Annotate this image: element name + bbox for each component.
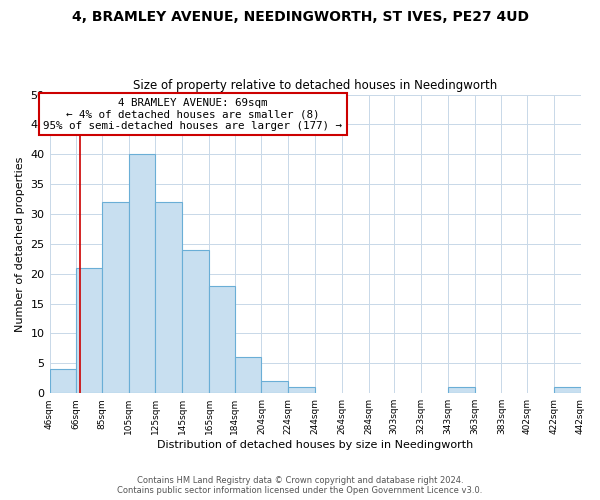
Bar bbox=[76, 268, 102, 393]
Text: 4, BRAMLEY AVENUE, NEEDINGWORTH, ST IVES, PE27 4UD: 4, BRAMLEY AVENUE, NEEDINGWORTH, ST IVES… bbox=[71, 10, 529, 24]
Bar bbox=[448, 387, 475, 393]
Bar bbox=[262, 382, 288, 393]
Title: Size of property relative to detached houses in Needingworth: Size of property relative to detached ho… bbox=[133, 79, 497, 92]
Bar bbox=[554, 387, 581, 393]
Y-axis label: Number of detached properties: Number of detached properties bbox=[15, 156, 25, 332]
Text: Contains HM Land Registry data © Crown copyright and database right 2024.
Contai: Contains HM Land Registry data © Crown c… bbox=[118, 476, 482, 495]
Bar bbox=[128, 154, 155, 393]
Bar bbox=[182, 250, 209, 393]
Bar bbox=[102, 202, 128, 393]
Bar bbox=[209, 286, 235, 393]
Text: 4 BRAMLEY AVENUE: 69sqm
← 4% of detached houses are smaller (8)
95% of semi-deta: 4 BRAMLEY AVENUE: 69sqm ← 4% of detached… bbox=[43, 98, 343, 130]
Bar bbox=[50, 370, 76, 393]
Bar bbox=[288, 387, 315, 393]
X-axis label: Distribution of detached houses by size in Needingworth: Distribution of detached houses by size … bbox=[157, 440, 473, 450]
Bar bbox=[155, 202, 182, 393]
Bar bbox=[235, 358, 262, 393]
